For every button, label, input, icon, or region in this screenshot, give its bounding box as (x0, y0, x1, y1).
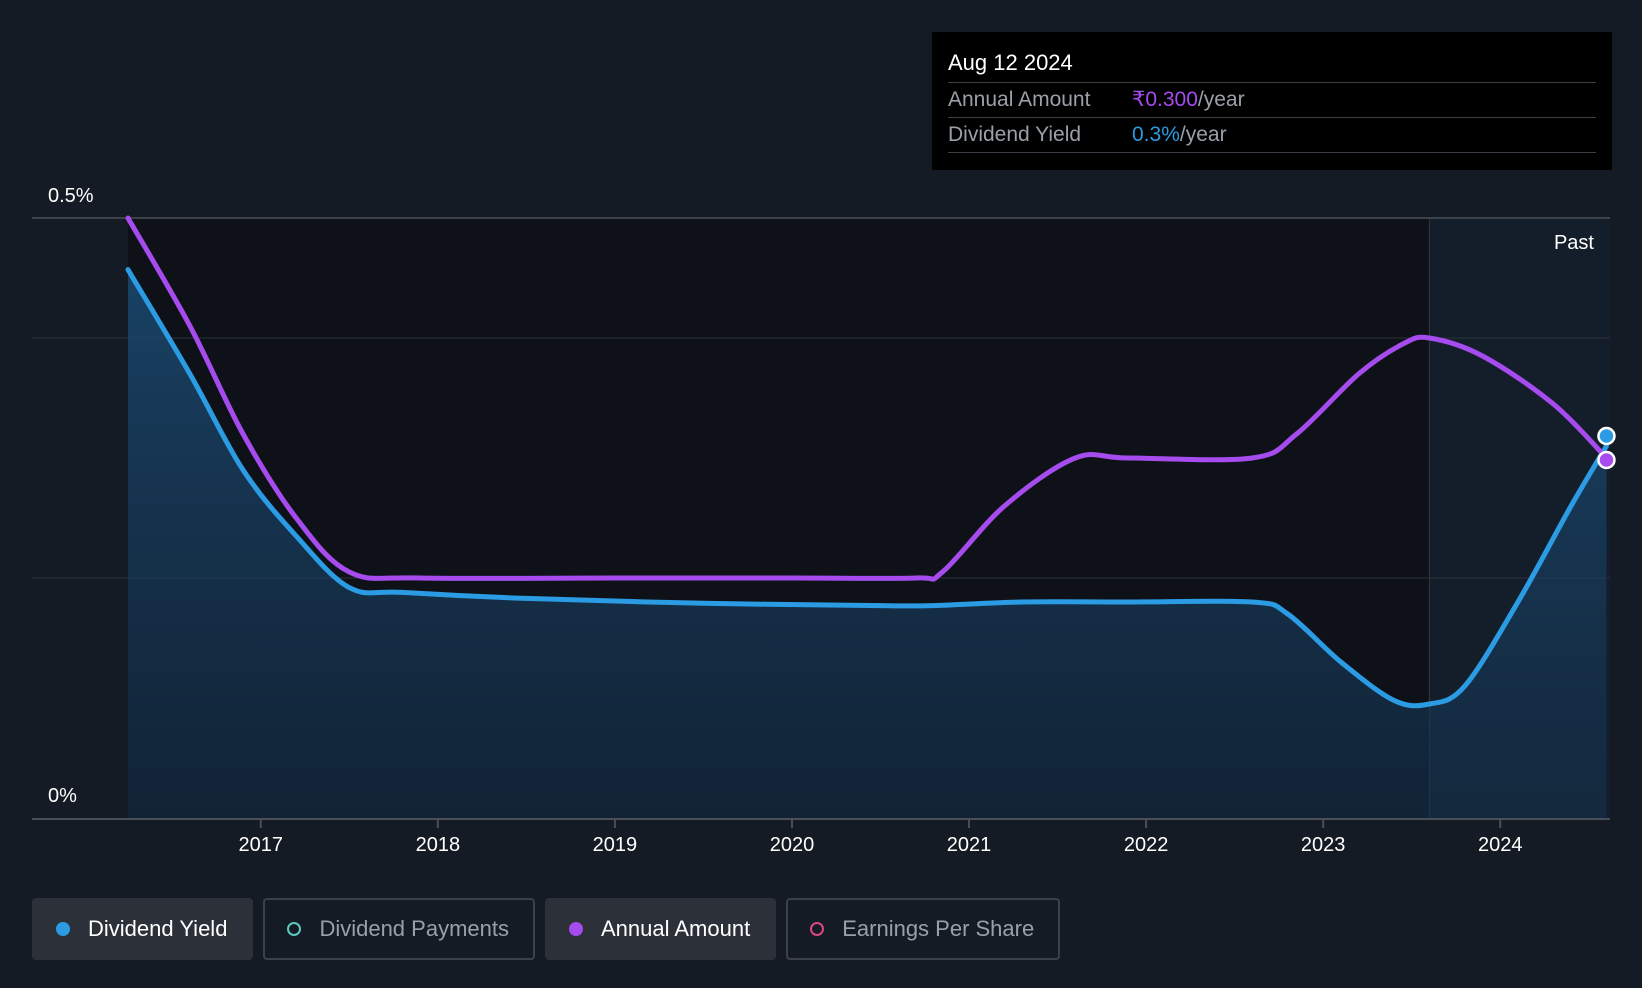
legend-earnings-per-share-label: Earnings Per Share (842, 916, 1035, 941)
legend-dividend-payments[interactable]: Dividend Payments (263, 898, 535, 960)
legend-annual-amount-label: Annual Amount (600, 916, 751, 941)
x-tick-label: 2024 (1478, 834, 1523, 856)
dividend-yield-dot-icon (56, 922, 70, 936)
y-tick-label-bottom: 0% (48, 785, 77, 807)
past-label: Past (1554, 232, 1594, 254)
tooltip-yield-row: Dividend Yield 0.3% /year (948, 118, 1596, 153)
legend-earnings-per-share[interactable]: Earnings Per Share (786, 898, 1061, 960)
tooltip-yield-value: 0.3% (1132, 123, 1180, 146)
tooltip-yield-label: Dividend Yield (948, 123, 1082, 146)
dividend-payments-ring-icon (287, 922, 302, 936)
legend-dividend-yield-label: Dividend Yield (88, 916, 228, 941)
dividend-yield-area (127, 269, 1607, 819)
x-tick-label: 2023 (1301, 834, 1346, 856)
legend-dividend-payments-label: Dividend Payments (319, 916, 509, 941)
legend-dividend-yield[interactable]: Dividend Yield (32, 898, 254, 960)
dividend-yield-end-marker (1597, 426, 1616, 446)
tooltip-annual-value: ₹0.300 (1132, 88, 1198, 111)
x-axis-ticks: 2017 2018 2019 2020 2021 2022 2023 2024 (239, 819, 1523, 856)
tooltip-date: Aug 12 2024 (948, 46, 1596, 83)
dividend-yield-line (125, 267, 1609, 709)
x-tick-label: 2020 (770, 834, 815, 856)
annual-amount-line (125, 215, 1609, 582)
annual-amount-end-marker (1597, 450, 1616, 470)
legend: Dividend Yield Dividend Payments Annual … (32, 898, 1070, 960)
tooltip: Aug 12 2024 Annual Amount ₹0.300 /year D… (932, 32, 1612, 170)
x-tick-label: 2021 (947, 834, 992, 856)
tooltip-annual-unit: /year (1197, 88, 1245, 111)
earnings-per-share-ring-icon (810, 922, 825, 936)
tooltip-annual-row: Annual Amount ₹0.300 /year (948, 83, 1596, 118)
x-tick-label: 2017 (239, 834, 284, 856)
tooltip-annual-label: Annual Amount (948, 88, 1091, 111)
x-tick-label: 2018 (416, 834, 461, 856)
y-tick-label-top: 0.5% (48, 185, 94, 207)
legend-annual-amount[interactable]: Annual Amount (544, 898, 777, 960)
annual-amount-dot-icon (568, 922, 583, 936)
x-tick-label: 2019 (593, 834, 638, 856)
x-tick-label: 2022 (1124, 834, 1169, 856)
tooltip-yield-unit: /year (1179, 123, 1227, 146)
